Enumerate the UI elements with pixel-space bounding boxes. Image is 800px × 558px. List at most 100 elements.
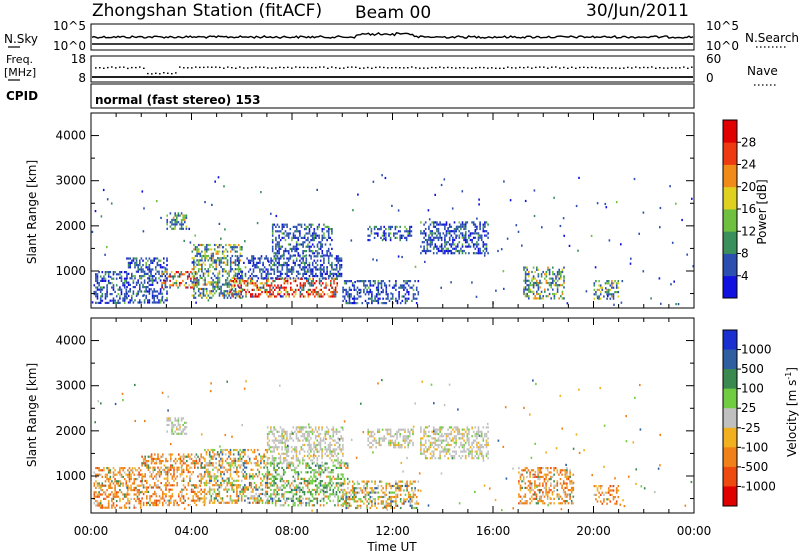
velocity-cell — [209, 462, 211, 464]
power-cell — [610, 284, 612, 286]
power-cell — [201, 259, 203, 261]
velocity-cell — [170, 417, 172, 419]
velocity-cell — [94, 471, 96, 473]
power-cell — [150, 273, 152, 275]
velocity-cell — [291, 437, 293, 439]
velocity-cell — [113, 467, 115, 469]
power-cell — [486, 221, 488, 223]
power-cell — [371, 284, 373, 286]
power-cell — [216, 286, 218, 288]
velocity-cell — [97, 474, 99, 476]
velocity-cell — [315, 493, 317, 495]
velocity-cell — [325, 482, 327, 484]
power-scatter — [503, 180, 505, 182]
power-cell — [550, 297, 552, 299]
nave-dot — [327, 68, 329, 69]
power-cell — [200, 264, 202, 266]
velocity-cell — [194, 460, 196, 462]
power-cell — [141, 301, 143, 303]
power-cell — [312, 284, 314, 286]
power-cell — [245, 266, 247, 268]
power-cell — [119, 289, 121, 291]
power-cell — [272, 260, 274, 262]
velocity-cell — [172, 484, 174, 486]
velocity-cell — [313, 469, 315, 471]
power-cell — [283, 237, 285, 239]
power-cell — [323, 254, 325, 256]
power-cell — [201, 268, 203, 270]
velocity-cell — [301, 500, 303, 502]
power-cell — [430, 230, 432, 232]
velocity-cell — [97, 496, 99, 498]
power-cell — [240, 282, 242, 284]
velocity-cell — [251, 484, 253, 486]
power-cell — [325, 273, 327, 275]
velocity-cell — [309, 457, 311, 459]
power-cell — [606, 298, 608, 300]
power-cell — [328, 275, 330, 277]
velocity-cell — [212, 493, 214, 495]
velocity-cell — [194, 462, 196, 464]
velocity-cell — [246, 462, 248, 464]
velocity-cell — [188, 471, 190, 473]
power-cell — [544, 273, 546, 275]
power-cell — [232, 293, 234, 295]
power-cell — [433, 239, 435, 241]
velocity-cell — [336, 448, 338, 450]
power-cell — [346, 300, 348, 302]
power-cell — [304, 284, 306, 286]
velocity-cell — [296, 493, 298, 495]
power-cell — [347, 302, 349, 304]
power-cell — [97, 282, 99, 284]
velocity-cell — [178, 493, 180, 495]
power-cell — [381, 287, 383, 289]
power-cell — [100, 291, 102, 293]
velocity-cell — [333, 469, 335, 471]
velocity-cell — [318, 429, 320, 431]
power-cell — [386, 293, 388, 295]
power-cell — [325, 284, 327, 286]
power-cell — [549, 293, 551, 295]
power-cell — [533, 291, 535, 293]
velocity-cell — [197, 491, 199, 493]
power-cell — [192, 257, 194, 259]
velocity-cell — [231, 489, 233, 491]
nsearch-label: N.Search — [745, 31, 799, 45]
power-cell — [391, 226, 393, 228]
velocity-cell — [209, 460, 211, 462]
power-cell — [277, 257, 279, 259]
velocity-cell — [146, 489, 148, 491]
velocity-cell — [326, 426, 328, 428]
power-cell — [216, 259, 218, 261]
velocity-cell — [176, 471, 178, 473]
power-cell — [220, 259, 222, 261]
power-cell — [304, 282, 306, 284]
power-cell — [338, 271, 340, 273]
velocity-cell — [152, 469, 154, 471]
power-cell — [251, 257, 253, 259]
power-cell — [467, 246, 469, 248]
power-cell — [126, 286, 128, 288]
velocity-cell — [199, 458, 201, 460]
power-cell — [425, 221, 427, 223]
velocity-cell — [108, 487, 110, 489]
power-cell — [266, 289, 268, 291]
power-cell — [339, 264, 341, 266]
velocity-cell — [181, 480, 183, 482]
velocity-cell — [178, 453, 180, 455]
power-cell — [149, 288, 151, 290]
power-cell — [173, 284, 175, 286]
nave-dot — [163, 72, 165, 73]
power-cell — [152, 293, 154, 295]
velocity-cell — [289, 498, 291, 500]
power-cell — [302, 275, 304, 277]
power-cell — [550, 282, 552, 284]
velocity-cell — [277, 484, 279, 486]
velocity-cell — [165, 460, 167, 462]
velocity-cell — [126, 493, 128, 495]
power-cell — [598, 284, 600, 286]
power-scatter — [310, 269, 312, 271]
velocity-cell — [176, 433, 178, 435]
power-cell — [287, 291, 289, 293]
power-cell — [182, 228, 184, 230]
